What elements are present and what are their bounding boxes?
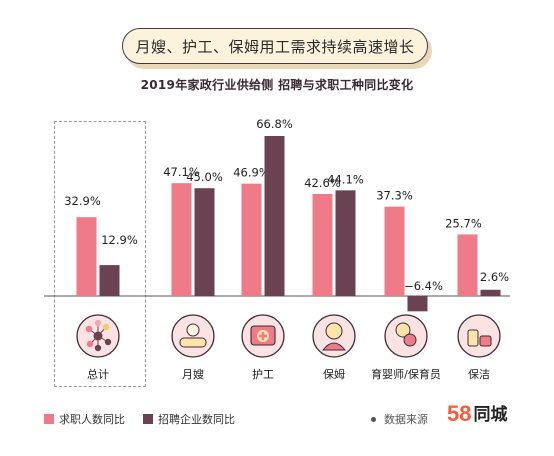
caretaker-hand xyxy=(395,322,411,338)
value-label-applicants-3: 42.6% xyxy=(304,176,341,190)
category-label-5: 保洁 xyxy=(468,367,490,381)
data-source: 数据来源 xyxy=(371,411,428,427)
source-bullet xyxy=(371,416,376,422)
kit-cross-h xyxy=(259,334,267,338)
value-label-employers-5: 2.6% xyxy=(480,270,509,284)
network-node-1 xyxy=(102,323,110,331)
logo-number: 58 xyxy=(447,401,472,426)
bar-applicants-4 xyxy=(384,206,405,296)
baby-figure xyxy=(403,333,417,347)
total-highlight-box xyxy=(54,121,146,387)
bar-applicants-1 xyxy=(171,183,192,296)
bar-employers-5 xyxy=(480,289,501,296)
value-label-employers-0: 12.9% xyxy=(101,233,138,247)
network-node-0 xyxy=(85,325,93,333)
spray-bottle xyxy=(467,329,479,347)
nanny-head xyxy=(325,322,343,340)
value-label-employers-4: −6.4% xyxy=(404,279,443,293)
baby-head xyxy=(186,323,200,337)
legend: 求职人数同比 招聘企业数同比 xyxy=(44,411,253,427)
value-label-employers-1: 45.0% xyxy=(186,170,223,184)
logo-text: 同城 xyxy=(473,405,508,425)
bar-employers-1 xyxy=(194,188,215,296)
cleaning-supplies-icon xyxy=(457,314,501,358)
bathtub xyxy=(179,337,207,348)
legend-label-applicants: 求职人数同比 xyxy=(59,413,125,426)
headline-banner: 月嫂、护工、保姆用工需求持续高速增长 xyxy=(122,28,428,64)
value-label-employers-2: 66.8% xyxy=(256,117,293,131)
network-node-3 xyxy=(86,340,94,348)
nanny-body xyxy=(321,342,347,351)
value-label-applicants-1: 47.1% xyxy=(163,165,200,179)
legend-item-employers: 招聘企业数同比 xyxy=(143,411,235,427)
category-label-4: 育婴师/保育员 xyxy=(371,367,441,381)
bar-employers-4 xyxy=(407,296,428,312)
cleaning-bucket xyxy=(479,335,492,347)
value-label-applicants-0: 32.9% xyxy=(64,194,101,208)
legend-item-applicants: 求职人数同比 xyxy=(44,411,125,427)
legend-swatch-applicants xyxy=(44,414,54,424)
logo-58tongcheng: 58 同城 xyxy=(447,401,508,426)
legend-swatch-employers xyxy=(143,414,153,424)
category-label-3: 保姆 xyxy=(323,367,345,381)
value-label-employers-3: 44.1% xyxy=(327,172,364,186)
chart-title: 2019年家政行业供给侧 招聘与求职工种同比变化 xyxy=(140,78,414,92)
bar-employers-3 xyxy=(335,190,356,296)
value-label-applicants-4: 37.3% xyxy=(376,189,413,203)
value-label-applicants-5: 25.7% xyxy=(445,216,482,230)
bar-applicants-3 xyxy=(312,193,333,296)
bar-employers-2 xyxy=(264,136,285,296)
bar-applicants-2 xyxy=(241,183,262,296)
category-label-0: 总计 xyxy=(87,367,109,381)
value-label-applicants-2: 46.9% xyxy=(233,166,270,180)
network-node-4 xyxy=(94,319,102,327)
bar-applicants-0 xyxy=(76,217,97,296)
legend-label-employers: 招聘企业数同比 xyxy=(158,413,235,426)
network-node-2 xyxy=(104,338,112,346)
network-hub xyxy=(93,331,103,341)
bar-employers-0 xyxy=(99,265,120,296)
network-node-5 xyxy=(94,344,102,352)
bar-applicants-5 xyxy=(457,234,478,296)
source-label: 数据来源 xyxy=(384,413,428,426)
category-label-2: 护工 xyxy=(252,367,274,381)
category-label-1: 月嫂 xyxy=(182,368,204,381)
